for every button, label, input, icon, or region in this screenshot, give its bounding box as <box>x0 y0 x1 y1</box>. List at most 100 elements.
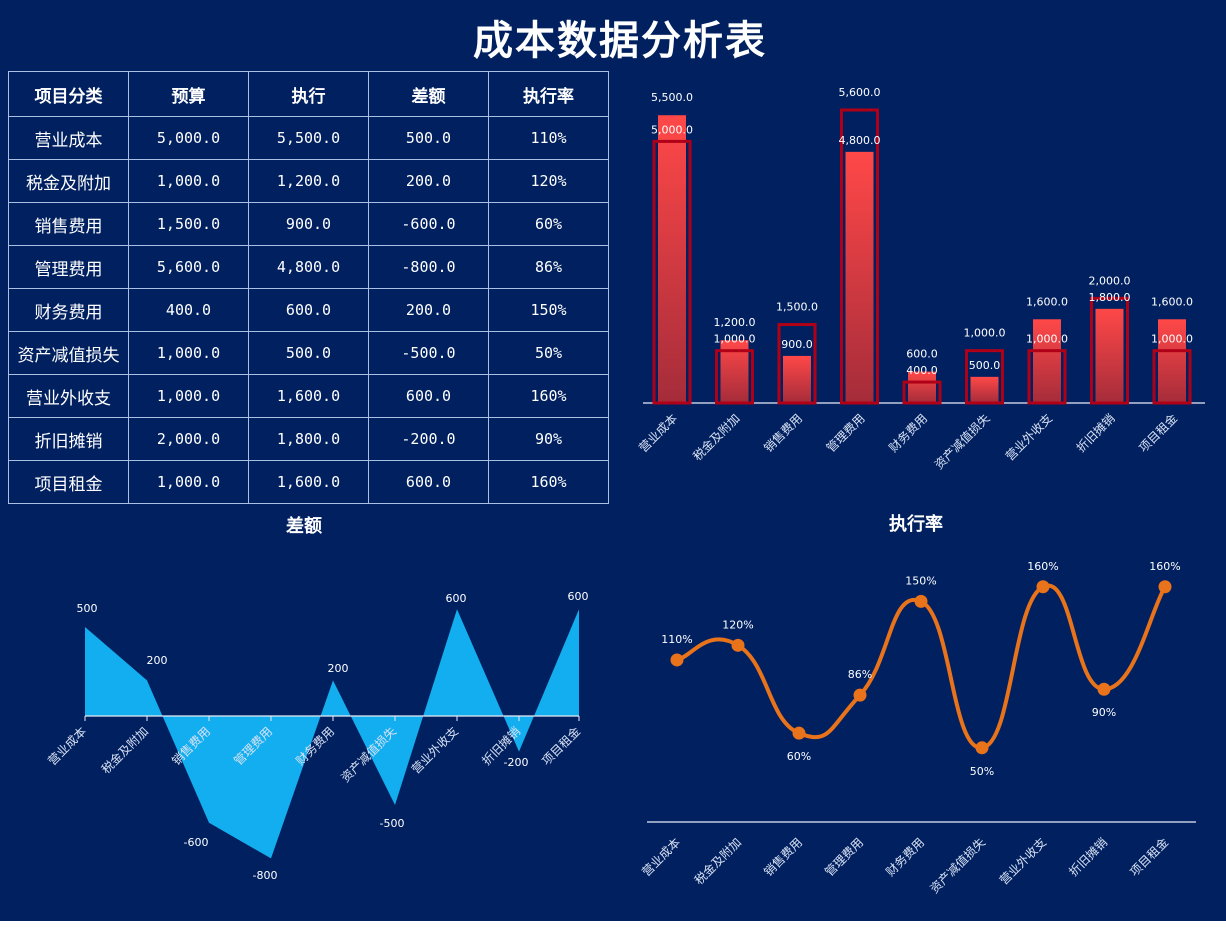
budget-outline-bar <box>1027 349 1067 405</box>
cell-actual: 900.0 <box>248 202 369 246</box>
x-axis-label: 管理费用 <box>822 835 867 880</box>
x-axis-label: 管理费用 <box>823 411 868 456</box>
rate-point <box>975 741 989 755</box>
cell-actual: 1,800.0 <box>248 417 369 461</box>
x-axis-label: 财务费用 <box>886 411 931 456</box>
difference-area <box>85 609 579 859</box>
actual-bar <box>970 376 999 403</box>
cell-budget: 1,500.0 <box>128 202 249 246</box>
budget-value-label: 1,000.0 <box>1026 333 1068 346</box>
cell-category: 折旧摊销 <box>8 417 129 461</box>
rate-point <box>792 726 806 740</box>
actual-value-label: 600.0 <box>906 348 938 361</box>
table-row: 销售费用 1,500.0 900.0 -600.0 60% <box>8 202 609 246</box>
rate-point <box>1158 580 1172 594</box>
cell-category: 财务费用 <box>8 288 129 332</box>
header-category: 项目分类 <box>8 71 129 117</box>
header-budget: 预算 <box>128 71 249 117</box>
cell-diff: 600.0 <box>368 374 489 418</box>
actual-value-label: 1,800.0 <box>1089 291 1131 304</box>
cell-budget: 1,000.0 <box>128 460 249 504</box>
cell-rate: 120% <box>488 159 609 203</box>
budget-value-label: 5,000.0 <box>651 123 693 136</box>
budget-value-label: 5,600.0 <box>839 86 881 99</box>
rate-value-label: 86% <box>848 668 872 681</box>
actual-value-label: 500.0 <box>969 359 1001 372</box>
difference-value-label: 200 <box>147 654 168 667</box>
table-row: 税金及附加 1,000.0 1,200.0 200.0 120% <box>8 159 609 203</box>
actual-bar <box>908 371 936 403</box>
actual-value-label: 1,600.0 <box>1151 295 1193 308</box>
rate-value-label: 110% <box>661 633 692 646</box>
budget-value-label: 1,500.0 <box>776 301 818 314</box>
rate-point <box>670 653 684 667</box>
rate-value-label: 90% <box>1092 706 1116 719</box>
budget-outline-bar <box>965 349 1004 405</box>
x-axis-label: 税金及附加 <box>690 411 743 464</box>
cell-budget: 5,600.0 <box>128 245 249 289</box>
x-axis-label: 税金及附加 <box>691 835 744 888</box>
x-axis-label: 营业成本 <box>639 835 683 879</box>
x-axis-label: 资产减值损失 <box>927 835 989 897</box>
actual-value-label: 1,200.0 <box>714 316 756 329</box>
rate-value-label: 60% <box>787 750 811 763</box>
x-axis-label: 折旧摊销 <box>1066 835 1111 880</box>
execution-rate-line-chart: 执行率 110% 营业成本 120% 税金及附加 60% 销售费用 86% 管理费用 150% 财… <box>639 513 1196 896</box>
cell-diff: 500.0 <box>368 116 489 160</box>
rate-value-label: 160% <box>1149 560 1180 573</box>
budget-outline-bar <box>652 139 692 405</box>
rate-value-label: 150% <box>905 574 936 587</box>
cell-diff: 200.0 <box>368 288 489 332</box>
cell-diff: 200.0 <box>368 159 489 203</box>
actual-bar <box>1158 319 1186 403</box>
x-axis-label: 项目租金 <box>1127 835 1172 880</box>
rate-value-label: 160% <box>1027 560 1058 573</box>
actual-bar <box>1033 319 1061 403</box>
x-axis-label: 营业成本 <box>636 411 680 455</box>
budget-outline-bar <box>1090 296 1129 405</box>
cell-budget: 1,000.0 <box>128 159 249 203</box>
cell-actual: 1,600.0 <box>248 460 369 504</box>
rate-point <box>853 688 867 702</box>
difference-value-label: 600 <box>446 592 467 605</box>
x-axis-label: 资产减值损失 <box>931 411 993 473</box>
table-header-row: 项目分类 预算 执行 差额 执行率 <box>8 71 609 117</box>
budget-value-label: 1,000.0 <box>714 333 756 346</box>
x-axis-label: 折旧摊销 <box>1073 411 1118 456</box>
cell-category: 营业成本 <box>8 116 129 160</box>
cell-actual: 4,800.0 <box>248 245 369 289</box>
page-title: 成本数据分析表 <box>473 17 767 64</box>
x-axis-label: 销售费用 <box>761 411 806 456</box>
actual-bar <box>1095 308 1124 403</box>
x-axis-label: 财务费用 <box>883 835 928 880</box>
budget-outline-bar <box>902 380 942 405</box>
cell-budget: 5,000.0 <box>128 116 249 160</box>
cell-diff: 600.0 <box>368 460 489 504</box>
x-axis-label: 营业外收支 <box>1003 411 1055 463</box>
difference-value-label: 200 <box>328 662 349 675</box>
actual-value-label: 5,500.0 <box>651 91 693 104</box>
actual-value-label: 900.0 <box>781 338 813 351</box>
x-axis-label: 营业成本 <box>45 724 89 768</box>
budget-value-label: 1,000.0 <box>1151 333 1193 346</box>
cell-rate: 90% <box>488 417 609 461</box>
actual-value-label: 4,800.0 <box>839 134 881 147</box>
cell-rate: 50% <box>488 331 609 375</box>
rate-point <box>1097 682 1111 696</box>
difference-value-label: -200 <box>504 756 529 769</box>
actual-bar <box>845 151 874 403</box>
line-chart-title: 执行率 <box>889 513 943 535</box>
difference-value-label: -500 <box>380 817 405 830</box>
actual-bar <box>658 115 686 403</box>
rate-point <box>1036 580 1050 594</box>
cell-category: 销售费用 <box>8 202 129 246</box>
budget-value-label: 400.0 <box>906 364 938 377</box>
difference-value-label: -600 <box>184 836 209 849</box>
cell-diff: -200.0 <box>368 417 489 461</box>
cell-rate: 160% <box>488 374 609 418</box>
difference-value-label: -800 <box>253 869 278 882</box>
table-row: 项目租金 1,000.0 1,600.0 600.0 160% <box>8 460 609 504</box>
budget-outline-bar <box>840 108 879 405</box>
